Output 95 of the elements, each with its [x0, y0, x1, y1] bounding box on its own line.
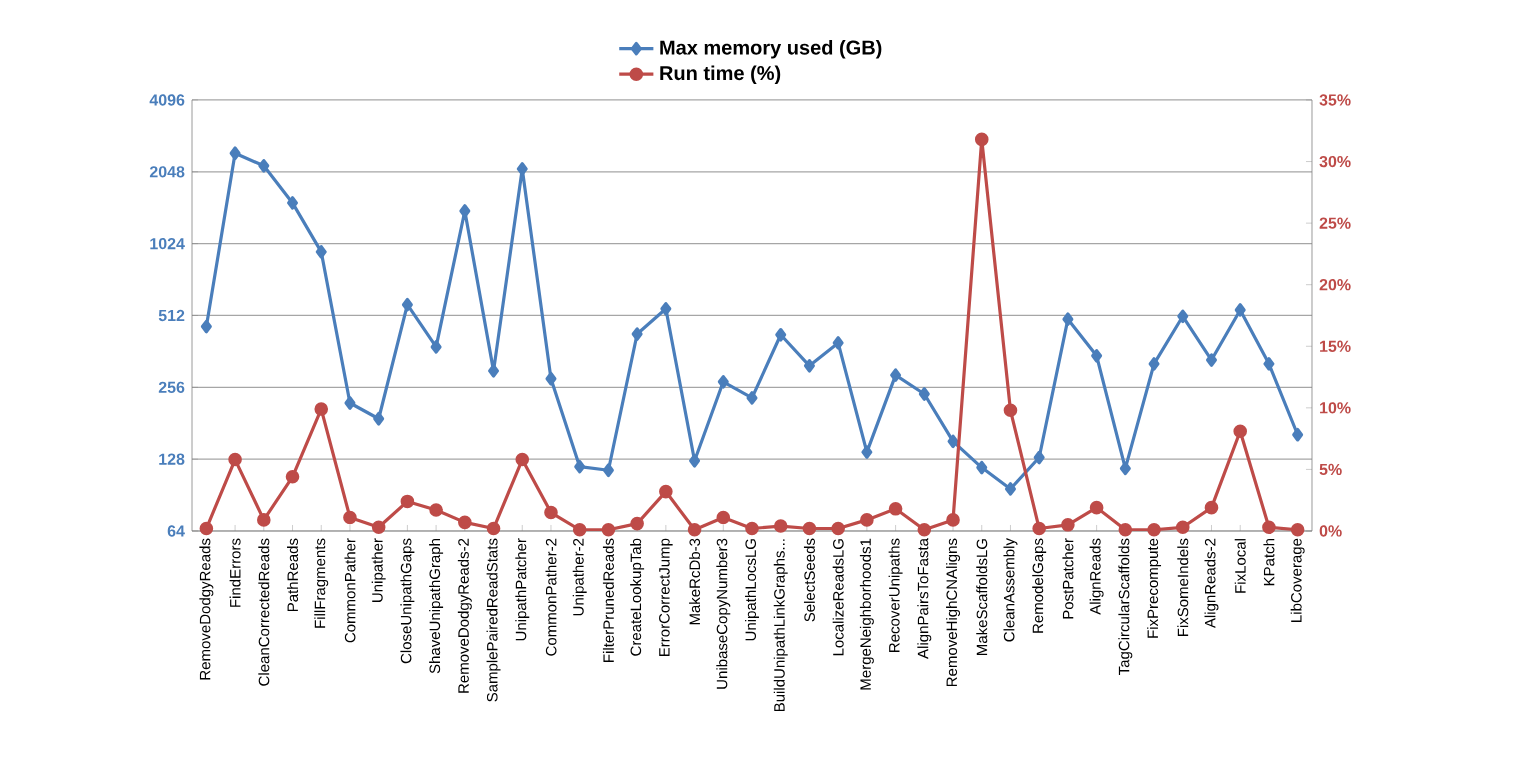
x-tick-label: UnipathPatcher	[515, 538, 530, 641]
point	[574, 459, 586, 474]
x-tick-label: CleanCorrectedReads	[258, 538, 270, 686]
x-tick-label: BuildUnipathLinkGraphs...	[773, 539, 788, 712]
x-tick-label: FixPrecompute	[1147, 538, 1162, 638]
x-tick-label: Unipather-2	[572, 538, 587, 616]
x-tick-label: MergeNeighborhoods1	[859, 538, 874, 690]
y-tick-label: 128	[159, 453, 185, 465]
x-tick-label: CreateLookupTab	[630, 538, 645, 656]
point	[1148, 357, 1160, 371]
x-tick-label: CommonPather	[344, 538, 356, 643]
y2-tick-label: 10%	[1320, 402, 1351, 414]
point	[861, 445, 873, 459]
y2-tick-label: 5%	[1319, 463, 1342, 476]
point	[545, 371, 557, 386]
x-tick-label: PostPatcher	[1062, 538, 1074, 619]
x-tick-label: RemoveHighCNAligns	[946, 538, 961, 687]
y2-tick-label: 30%	[1319, 155, 1351, 168]
x-tick-label: SelectSeeds	[803, 538, 815, 622]
x-tick-label: FilterPrunedReads	[602, 538, 614, 662]
x-tick-label: Unipather	[371, 538, 386, 602]
point	[890, 368, 902, 382]
x-tick-label: FixLocal	[1234, 539, 1246, 593]
y-tick-label: 256	[158, 381, 185, 393]
point	[1033, 450, 1045, 465]
point	[430, 340, 442, 354]
point	[1062, 312, 1074, 326]
point	[1177, 309, 1189, 324]
x-tick-label: MakeRcDb-3	[689, 538, 701, 625]
point	[631, 327, 643, 341]
point	[775, 327, 787, 342]
x-tick-label: KPatch	[1263, 539, 1275, 586]
x-tick-label: LibCoverage	[1290, 538, 1305, 622]
x-tick-label: AlignReads	[1089, 538, 1104, 615]
point	[1263, 357, 1275, 371]
point	[401, 297, 413, 312]
x-tick-label: TagCircularScaffolds	[1118, 538, 1133, 675]
point	[344, 396, 356, 410]
point	[200, 319, 212, 334]
point	[258, 159, 270, 173]
x-tick-label: FindErrors	[229, 538, 241, 607]
point	[229, 146, 241, 161]
y-tick-label: 4096	[149, 94, 185, 106]
y2-tick-label: 20%	[1319, 279, 1351, 291]
point	[1091, 348, 1103, 363]
y2-tick-label: 35%	[1319, 94, 1351, 106]
x-tick-label: UnibaseCopyNumber3	[716, 538, 731, 689]
point	[660, 302, 672, 316]
x-tick-label: ErrorCorrectJump	[659, 538, 673, 657]
point	[746, 391, 758, 405]
point	[287, 196, 299, 210]
x-tick-label: RemodelGaps	[1032, 538, 1047, 633]
y-tick-label: 2048	[149, 166, 185, 178]
x-tick-label: AlignReads-2	[1204, 538, 1219, 629]
point	[1004, 482, 1016, 496]
point	[947, 434, 959, 449]
point	[1119, 461, 1131, 476]
x-tick-label: AlignPairsToFasta	[917, 538, 932, 659]
point	[373, 411, 385, 426]
x-tick-label: SamplePairedReadStats	[486, 538, 501, 702]
y-tick-label: 1024	[150, 237, 185, 250]
legend-label: Run time (%)	[660, 65, 781, 85]
x-tick-label: PathReads	[287, 538, 299, 612]
y-tick-label: 512	[158, 309, 185, 322]
point	[516, 162, 528, 176]
point	[602, 463, 614, 478]
point	[1234, 303, 1246, 317]
y-tick-label: 64	[167, 525, 185, 537]
point	[1205, 353, 1217, 367]
point	[315, 245, 327, 259]
point	[918, 387, 930, 401]
point	[803, 359, 815, 373]
point	[459, 204, 471, 218]
x-tick-label: CloseUnipathGaps	[400, 538, 415, 664]
x-tick-label: MakeScaffoldsLG	[976, 539, 988, 655]
point	[832, 336, 844, 350]
x-tick-label: RecoverUnipaths	[888, 538, 903, 652]
x-tick-label: RemoveDodgyReads-2	[457, 538, 472, 693]
point	[1292, 427, 1304, 442]
y2-tick-label: 25%	[1319, 217, 1351, 229]
x-tick-label: FillFragments	[314, 538, 329, 628]
y2-tick-label: 0%	[1319, 525, 1342, 537]
legend-label: Max memory used (GB)	[660, 39, 882, 59]
y2-tick-label: 15%	[1320, 340, 1351, 352]
point	[717, 374, 729, 389]
x-tick-label: LocalizeReadsLG	[832, 539, 844, 656]
x-tick-label: FixSomeIndels	[1177, 538, 1189, 637]
x-tick-label: ShaveUnipathGraph	[429, 539, 444, 674]
point	[689, 453, 701, 468]
x-tick-label: RemoveDodgyReads	[199, 538, 214, 680]
x-tick-label: CommonPather-2	[545, 538, 557, 656]
x-tick-label: UnipathLocsLG	[745, 539, 759, 641]
point	[488, 364, 500, 378]
point	[976, 460, 988, 475]
x-tick-label: CleanAssembly	[1003, 538, 1018, 642]
